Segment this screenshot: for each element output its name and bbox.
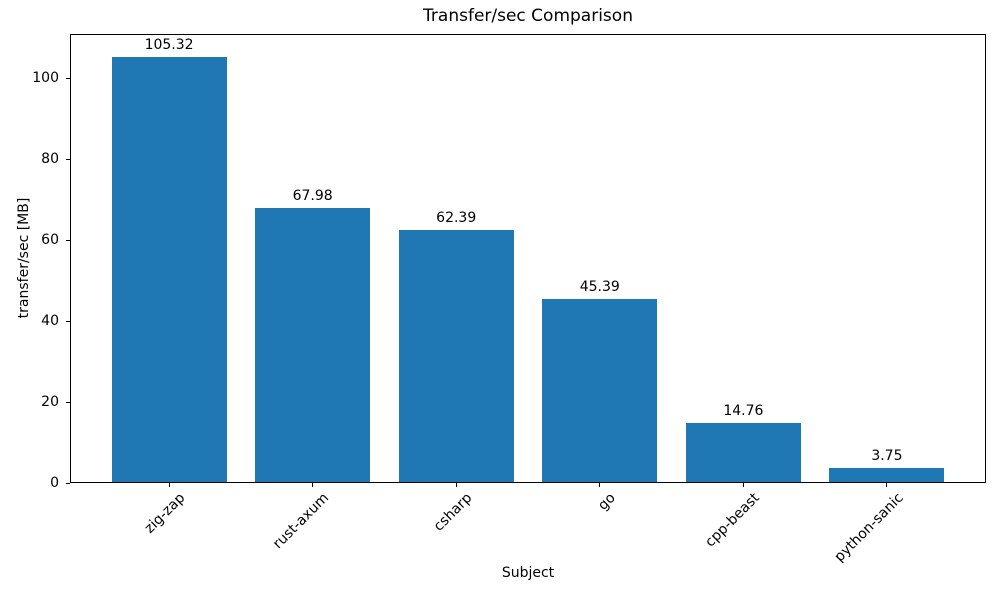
x-tick-label: rust-axum [269,490,332,553]
bar-value-label: 67.98 [292,187,333,204]
bar-cpp-beast [685,423,801,482]
x-tick-label: go [595,490,620,514]
y-tick-label: 0 [50,475,59,491]
bar-csharp [398,230,514,482]
x-tick-label: python-sanic [831,490,907,566]
bar-go [542,299,658,482]
x-tick-mark [455,483,457,487]
x-tick-mark [742,483,744,487]
x-tick-label: cpp-beast [702,490,763,551]
y-tick-mark [66,158,70,160]
y-tick-mark [66,77,70,79]
y-tick-label: 20 [41,394,59,411]
y-tick-label: 60 [41,232,59,249]
bar-value-label: 14.76 [723,403,764,420]
x-tick-label: zig-zap [141,490,189,537]
y-tick-mark [66,320,70,322]
bar-python-sanic [829,467,945,482]
chart-title: Transfer/sec Comparison [423,6,633,26]
y-axis-label: transfer/sec [MB] [16,197,32,319]
y-tick-label: 100 [32,70,59,87]
y-tick-mark [66,482,70,484]
bar-value-label: 62.39 [436,210,477,227]
bar-value-label: 105.32 [144,36,194,53]
y-tick-mark [66,401,70,403]
x-tick-mark [168,483,170,487]
x-tick-mark [312,483,314,487]
bar-zig-zap [111,56,227,482]
x-axis-label: Subject [501,565,555,581]
x-tick-mark [599,483,601,487]
bar-rust-axum [255,207,371,482]
y-tick-mark [66,239,70,241]
bar-value-label: 45.39 [579,279,620,296]
x-tick-label: csharp [430,490,476,535]
y-tick-label: 80 [41,151,59,168]
x-tick-mark [886,483,888,487]
y-tick-label: 40 [41,313,59,330]
bar-value-label: 3.75 [871,447,903,464]
